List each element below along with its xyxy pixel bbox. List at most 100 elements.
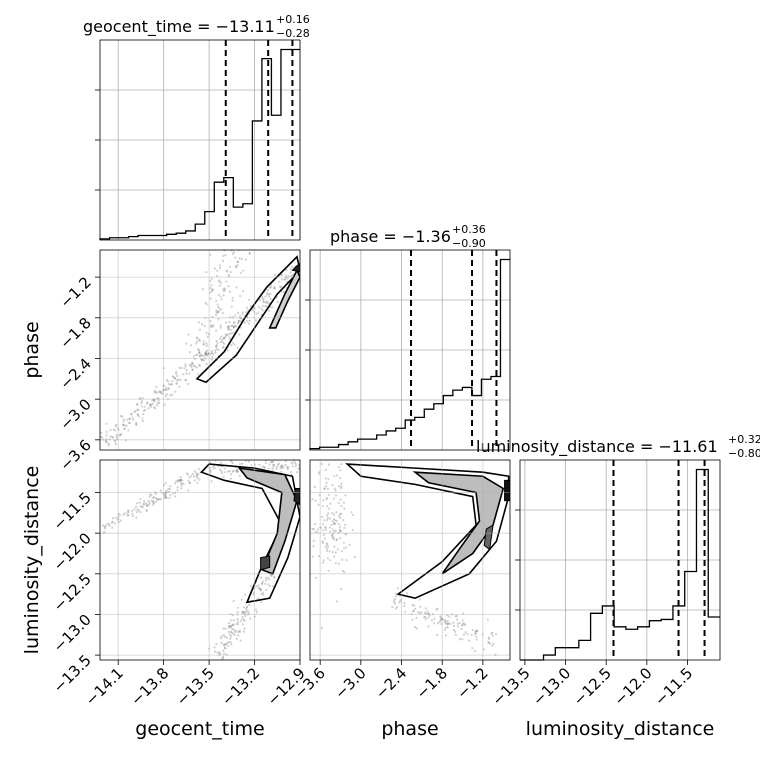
sample-point xyxy=(487,640,490,644)
sample-point xyxy=(229,619,232,622)
sample-point xyxy=(105,440,108,444)
title-geocent-time: geocent_time = −13.11 +0.16 −0.28 xyxy=(83,13,310,40)
sample-point xyxy=(446,626,449,629)
sample-point xyxy=(438,620,441,624)
sample-point xyxy=(464,623,467,627)
sample-point xyxy=(187,479,190,482)
sample-point xyxy=(209,253,212,256)
sample-point xyxy=(229,635,233,638)
sample-point xyxy=(272,463,275,466)
sample-point xyxy=(230,325,233,328)
sample-point xyxy=(223,287,226,290)
sample-point xyxy=(198,354,202,358)
sample-point xyxy=(198,478,201,481)
sample-point xyxy=(392,601,396,604)
sample-point xyxy=(209,469,212,472)
sample-point xyxy=(223,652,226,655)
sample-point xyxy=(452,628,455,632)
x-tick-label: −13.2 xyxy=(218,664,263,709)
sample-point xyxy=(257,311,260,314)
sample-point xyxy=(339,512,342,515)
sample-point xyxy=(224,647,227,650)
sample-point xyxy=(145,502,148,505)
histogram-luminosity_distance xyxy=(520,468,720,661)
sample-point xyxy=(427,625,430,628)
sample-point xyxy=(176,379,179,382)
sample-point xyxy=(474,633,477,636)
sample-point xyxy=(316,528,320,531)
sample-point xyxy=(218,280,221,283)
sample-point xyxy=(487,637,491,640)
sample-point xyxy=(337,466,340,469)
sample-point xyxy=(229,472,232,476)
sample-point xyxy=(192,475,196,478)
sample-point xyxy=(326,557,330,560)
sample-point xyxy=(236,620,240,623)
sample-point xyxy=(436,607,439,610)
sample-point xyxy=(261,591,265,594)
xlabel-luminosity-distance: luminosity_distance xyxy=(526,718,715,740)
sample-point xyxy=(130,413,133,416)
sample-point xyxy=(224,627,227,630)
sample-point xyxy=(184,363,187,366)
sample-point xyxy=(461,638,464,641)
sample-point xyxy=(244,460,247,462)
contour-inner xyxy=(237,467,298,575)
y-tick-label: −3.6 xyxy=(56,436,94,474)
sample-point xyxy=(350,511,353,514)
sample-point xyxy=(264,579,268,582)
sample-point xyxy=(239,639,242,642)
sample-point xyxy=(262,298,265,301)
sample-point xyxy=(340,504,343,508)
sample-point xyxy=(307,514,309,516)
sample-point xyxy=(222,627,225,630)
sample-point xyxy=(237,321,240,324)
sample-point xyxy=(105,434,108,437)
sample-point xyxy=(180,366,183,370)
sample-point xyxy=(240,257,244,261)
sample-point xyxy=(323,487,326,490)
sample-point xyxy=(179,482,183,485)
sample-point xyxy=(196,353,199,356)
sample-point xyxy=(189,344,193,347)
sample-point xyxy=(303,274,305,276)
sample-point xyxy=(131,514,134,518)
sample-point xyxy=(136,402,139,406)
sample-point xyxy=(339,525,342,528)
sample-point xyxy=(448,615,451,618)
sample-point xyxy=(321,541,325,544)
sample-point xyxy=(327,478,330,481)
sample-point xyxy=(218,266,222,270)
sample-point xyxy=(324,545,327,548)
sample-point xyxy=(159,391,162,395)
sample-point xyxy=(342,541,346,544)
sample-point xyxy=(184,378,187,381)
sample-point xyxy=(236,469,239,472)
sample-point xyxy=(205,351,208,354)
xlabel-geocent-time: geocent_time xyxy=(135,718,264,740)
sample-point xyxy=(190,475,193,478)
sample-point xyxy=(128,421,132,424)
x-tick-label: −12.5 xyxy=(570,664,615,709)
sample-point xyxy=(323,519,326,522)
sample-point xyxy=(228,332,232,335)
sample-point xyxy=(232,599,235,603)
sample-point xyxy=(238,314,242,318)
sample-point xyxy=(470,633,473,637)
sample-point xyxy=(233,320,236,324)
sample-point xyxy=(243,627,246,630)
title-luminosity-distance-main: luminosity_distance = −11.61 xyxy=(476,437,718,457)
sample-point xyxy=(244,258,247,261)
sample-point xyxy=(111,526,114,529)
sample-point xyxy=(286,277,289,280)
sample-point xyxy=(242,269,245,272)
sample-point xyxy=(230,332,234,335)
sample-point xyxy=(228,633,232,636)
sample-point xyxy=(230,460,233,463)
sample-point xyxy=(114,424,117,427)
sample-point xyxy=(248,319,251,322)
sample-point xyxy=(257,305,260,308)
sample-point xyxy=(242,618,246,621)
sample-point xyxy=(222,294,225,297)
sample-point xyxy=(455,614,458,618)
